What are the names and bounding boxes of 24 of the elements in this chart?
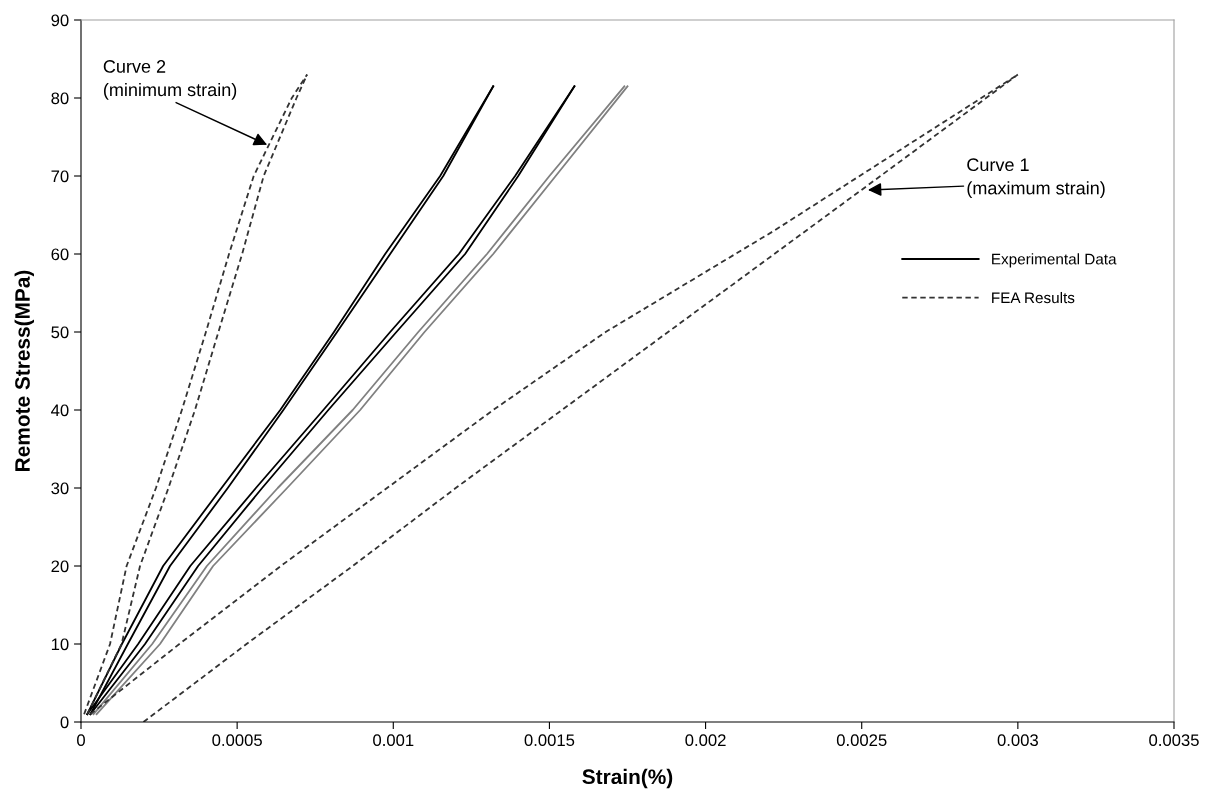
x-tick-label: 0.002 bbox=[685, 734, 726, 747]
annotation: Curve 1 (maximum strain) bbox=[967, 158, 1105, 199]
y-tick-label: 0 bbox=[60, 716, 69, 729]
x-tick-label: 0 bbox=[77, 734, 85, 747]
x-tick-label: 0.001 bbox=[373, 734, 414, 747]
y-tick-label: 50 bbox=[51, 326, 69, 339]
y-tick-label: 90 bbox=[51, 14, 69, 27]
y-tick-label: 60 bbox=[51, 248, 69, 261]
y-tick-label: 40 bbox=[51, 404, 69, 417]
x-tick-label: 0.0035 bbox=[1149, 734, 1199, 747]
y-tick-label: 10 bbox=[51, 638, 69, 651]
x-tick-label: 0.003 bbox=[997, 734, 1038, 747]
x-tick-label: 0.0025 bbox=[836, 734, 887, 747]
x-tick-label: 0.0005 bbox=[212, 734, 262, 747]
y-tick-label: 70 bbox=[51, 170, 69, 183]
y-tick-label: 80 bbox=[51, 92, 69, 105]
y-tick-label: 30 bbox=[51, 482, 69, 495]
y-tick-label: 20 bbox=[51, 560, 69, 573]
x-tick-label: 0.0015 bbox=[524, 734, 575, 747]
x-axis-title: Strain(%) bbox=[582, 768, 673, 789]
annotation: Curve 2 (minimum strain) bbox=[103, 60, 237, 100]
legend-label: Experimental Data bbox=[992, 253, 1117, 268]
y-axis-title: Remote Stress(MPa) bbox=[14, 270, 34, 471]
legend-label: FEA Results bbox=[992, 291, 1075, 304]
